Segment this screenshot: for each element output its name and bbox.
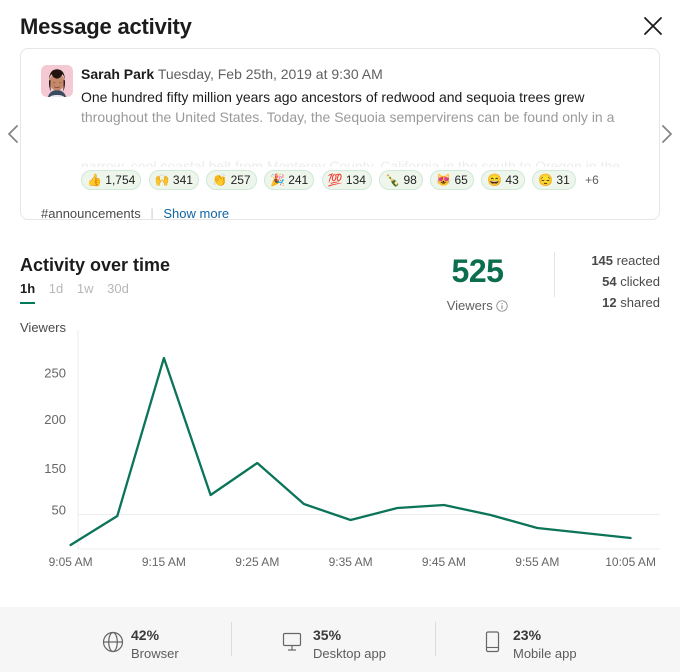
svg-text:250: 250	[44, 366, 66, 381]
svg-text:150: 150	[44, 461, 66, 476]
svg-text:9:45 AM: 9:45 AM	[422, 555, 466, 569]
svg-text:10:05 AM: 10:05 AM	[605, 555, 656, 569]
svg-text:9:25 AM: 9:25 AM	[235, 555, 279, 569]
svg-text:9:05 AM: 9:05 AM	[49, 555, 93, 569]
svg-text:9:55 AM: 9:55 AM	[515, 555, 559, 569]
svg-text:9:35 AM: 9:35 AM	[329, 555, 373, 569]
svg-text:200: 200	[44, 412, 66, 427]
svg-text:50: 50	[52, 503, 66, 518]
svg-text:9:15 AM: 9:15 AM	[142, 555, 186, 569]
